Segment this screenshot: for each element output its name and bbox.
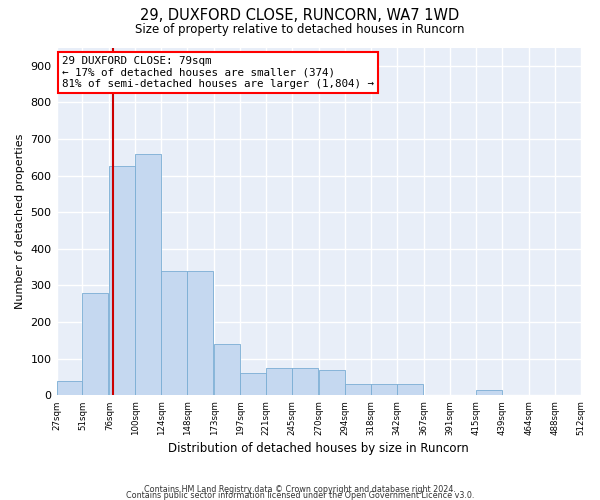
Bar: [82, 293, 109, 396]
Bar: [397, 384, 423, 396]
Bar: [266, 368, 292, 396]
Text: 29 DUXFORD CLOSE: 79sqm
← 17% of detached houses are smaller (374)
81% of semi-d: 29 DUXFORD CLOSE: 79sqm ← 17% of detache…: [62, 56, 374, 90]
Bar: [136, 154, 161, 396]
Bar: [56, 380, 82, 396]
Bar: [240, 374, 266, 396]
Bar: [109, 166, 136, 396]
Bar: [476, 390, 502, 396]
Y-axis label: Number of detached properties: Number of detached properties: [15, 134, 25, 309]
Bar: [371, 384, 397, 396]
Text: Contains public sector information licensed under the Open Government Licence v3: Contains public sector information licen…: [126, 490, 474, 500]
X-axis label: Distribution of detached houses by size in Runcorn: Distribution of detached houses by size …: [168, 442, 469, 455]
Bar: [161, 271, 187, 396]
Bar: [214, 344, 240, 396]
Text: Size of property relative to detached houses in Runcorn: Size of property relative to detached ho…: [135, 22, 465, 36]
Text: 29, DUXFORD CLOSE, RUNCORN, WA7 1WD: 29, DUXFORD CLOSE, RUNCORN, WA7 1WD: [140, 8, 460, 22]
Bar: [345, 384, 371, 396]
Bar: [319, 370, 345, 396]
Bar: [187, 271, 213, 396]
Bar: [292, 368, 318, 396]
Text: Contains HM Land Registry data © Crown copyright and database right 2024.: Contains HM Land Registry data © Crown c…: [144, 485, 456, 494]
